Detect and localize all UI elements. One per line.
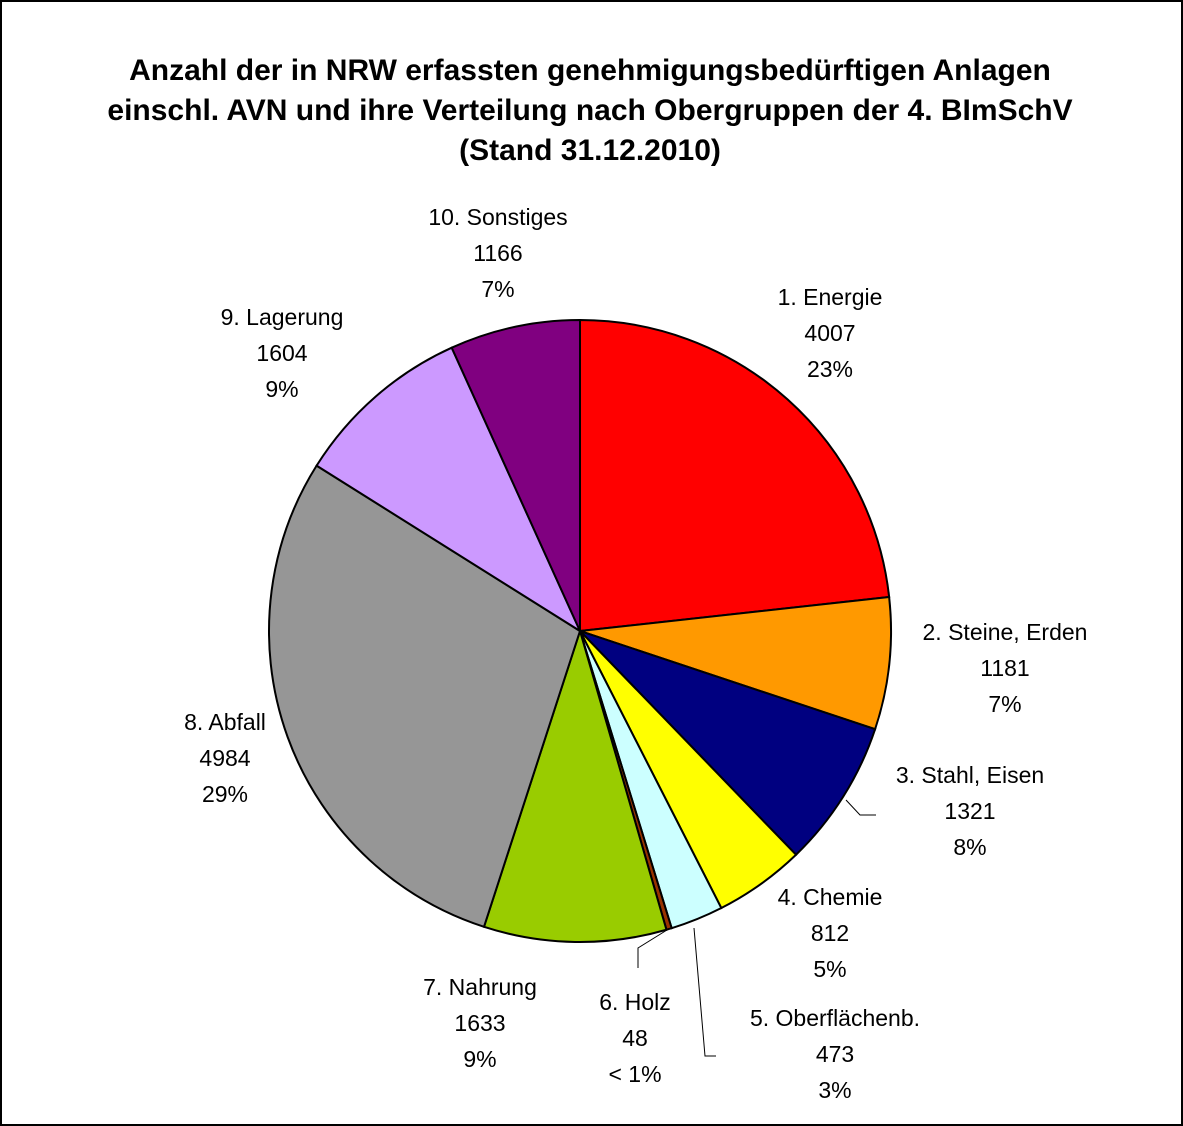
slice-label: 9. Lagerung bbox=[221, 304, 344, 330]
chart-title: Anzahl der in NRW erfassten genehmigungs… bbox=[129, 54, 1051, 87]
pie-slice bbox=[579, 595, 892, 731]
slice-value: 1166 bbox=[473, 240, 522, 266]
slice-label: 3. Stahl, Eisen bbox=[896, 762, 1044, 788]
slice-percent: 9% bbox=[463, 1046, 496, 1072]
leader-line bbox=[693, 927, 716, 1057]
slice-value: 4007 bbox=[804, 320, 855, 346]
slice-value: 1321 bbox=[944, 798, 995, 824]
slice-label: 1. Energie bbox=[778, 284, 883, 310]
slice-value: 812 bbox=[811, 920, 849, 946]
pie-slice bbox=[482, 627, 668, 943]
slice-percent: 7% bbox=[481, 276, 514, 302]
slice-percent: 7% bbox=[988, 691, 1021, 717]
slice-label: 10. Sonstiges bbox=[428, 204, 567, 230]
leader-line bbox=[637, 929, 668, 968]
slice-percent: 9% bbox=[265, 376, 298, 402]
pie-slice bbox=[450, 318, 581, 632]
slice-label: 5. Oberflächenb. bbox=[750, 1005, 920, 1031]
pie-slice bbox=[315, 346, 583, 634]
slice-value: 1181 bbox=[980, 655, 1029, 681]
slice-label: 2. Steine, Erden bbox=[923, 619, 1088, 645]
slice-value: 48 bbox=[622, 1025, 648, 1051]
slice-value: 1633 bbox=[454, 1010, 505, 1036]
slice-label: 8. Abfall bbox=[184, 709, 266, 735]
slice-percent: 5% bbox=[813, 956, 846, 982]
slice-percent: 3% bbox=[818, 1077, 851, 1103]
slice-percent: 8% bbox=[953, 834, 986, 860]
slice-percent: < 1% bbox=[608, 1061, 661, 1087]
slice-label: 6. Holz bbox=[599, 989, 671, 1015]
slice-value: 1604 bbox=[256, 340, 307, 366]
pie-slice bbox=[579, 630, 877, 857]
slice-value: 4984 bbox=[199, 745, 250, 771]
slice-percent: 23% bbox=[807, 356, 853, 382]
slice-label: 4. Chemie bbox=[778, 884, 883, 910]
chart-title: (Stand 31.12.2010) bbox=[459, 134, 721, 167]
pie-slice bbox=[268, 464, 582, 929]
pie-slice bbox=[579, 318, 891, 633]
leader-line bbox=[845, 799, 876, 816]
slice-value: 473 bbox=[816, 1041, 854, 1067]
slice-label: 7. Nahrung bbox=[423, 974, 537, 1000]
chart-title: einschl. AVN und ihre Verteilung nach Ob… bbox=[107, 94, 1072, 127]
slice-percent: 29% bbox=[202, 781, 248, 807]
